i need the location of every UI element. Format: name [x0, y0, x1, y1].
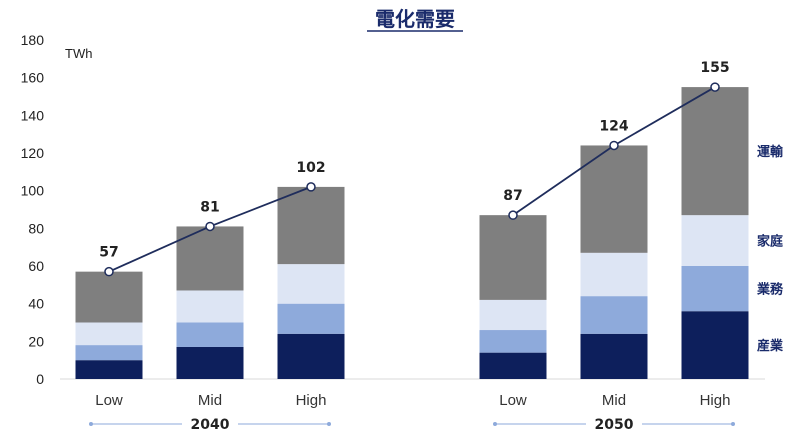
y-unit-label: TWh [65, 46, 92, 61]
group-label: 2050 [595, 417, 634, 433]
category-label: Mid [602, 392, 626, 409]
category-label: Low [95, 392, 123, 409]
bar-segment [479, 215, 547, 300]
group-axis-dot [89, 422, 93, 426]
category-label: High [700, 392, 731, 409]
bar-segment [277, 303, 345, 334]
bar-segment [277, 333, 345, 379]
trend-marker [609, 140, 619, 151]
bar-segment [277, 186, 345, 265]
total-data-label: 87 [503, 188, 522, 204]
trend-marker [306, 182, 316, 192]
group-axis-dot [731, 422, 735, 426]
total-data-label: 102 [296, 160, 325, 176]
category-label: Mid [198, 392, 222, 409]
bar-segment [277, 264, 345, 304]
trend-marker [104, 266, 114, 277]
y-tick-label: 40 [28, 296, 44, 312]
bar-segment [580, 296, 648, 334]
bar-segment [479, 299, 547, 331]
y-tick-label: 180 [21, 32, 45, 48]
bar-segment [681, 87, 749, 216]
bar-segment [176, 290, 244, 323]
trend-marker [508, 210, 518, 220]
bars [75, 87, 749, 379]
bar-segment [75, 345, 143, 361]
category-label: High [296, 392, 327, 409]
total-data-label: 124 [599, 118, 628, 134]
trend-marker [710, 82, 720, 92]
category-label: Low [499, 392, 527, 409]
legend-label: 業務 [756, 282, 784, 298]
y-tick-label: 160 [21, 70, 45, 86]
bar-segment [479, 330, 547, 353]
group-axis-dot [327, 422, 331, 426]
chart-title: 電化需要 [375, 7, 455, 31]
total-data-label: 155 [700, 60, 729, 76]
y-tick-label: 120 [21, 145, 45, 161]
y-tick-label: 140 [21, 107, 45, 123]
y-tick-label: 80 [28, 220, 44, 236]
bar-segment [681, 215, 749, 266]
bar-segment [479, 352, 547, 379]
y-tick-label: 20 [28, 333, 44, 349]
bar-segment [75, 322, 143, 346]
y-tick-label: 0 [36, 371, 44, 387]
bar-segment [580, 145, 648, 253]
bar-segment [681, 311, 749, 379]
bar-segment [580, 252, 648, 297]
x-axis-labels: Low Mid High 2040 Low Mid High 2050 [89, 392, 735, 433]
legend-label: 家庭 [757, 234, 784, 250]
y-tick-label: 100 [21, 183, 45, 199]
bar-segment [75, 360, 143, 379]
bar-segment [176, 346, 244, 379]
trend-lines: 57 81 102 87 124 155 [99, 60, 730, 277]
trend-marker [205, 221, 215, 232]
bar-segment [681, 266, 749, 312]
total-data-label: 57 [99, 245, 118, 261]
legend-label: 産業 [757, 338, 784, 354]
y-tick-label: 60 [28, 258, 44, 274]
y-axis: 0 20 40 60 80 100 120 140 160 180 [21, 32, 45, 387]
group-label: 2040 [191, 417, 230, 433]
total-data-label: 81 [200, 199, 219, 215]
bar-segment [580, 333, 648, 379]
bar-segment [75, 271, 143, 323]
legend-label: 運輸 [757, 144, 784, 160]
group-axis-dot [493, 422, 497, 426]
bar-segment [176, 322, 244, 347]
